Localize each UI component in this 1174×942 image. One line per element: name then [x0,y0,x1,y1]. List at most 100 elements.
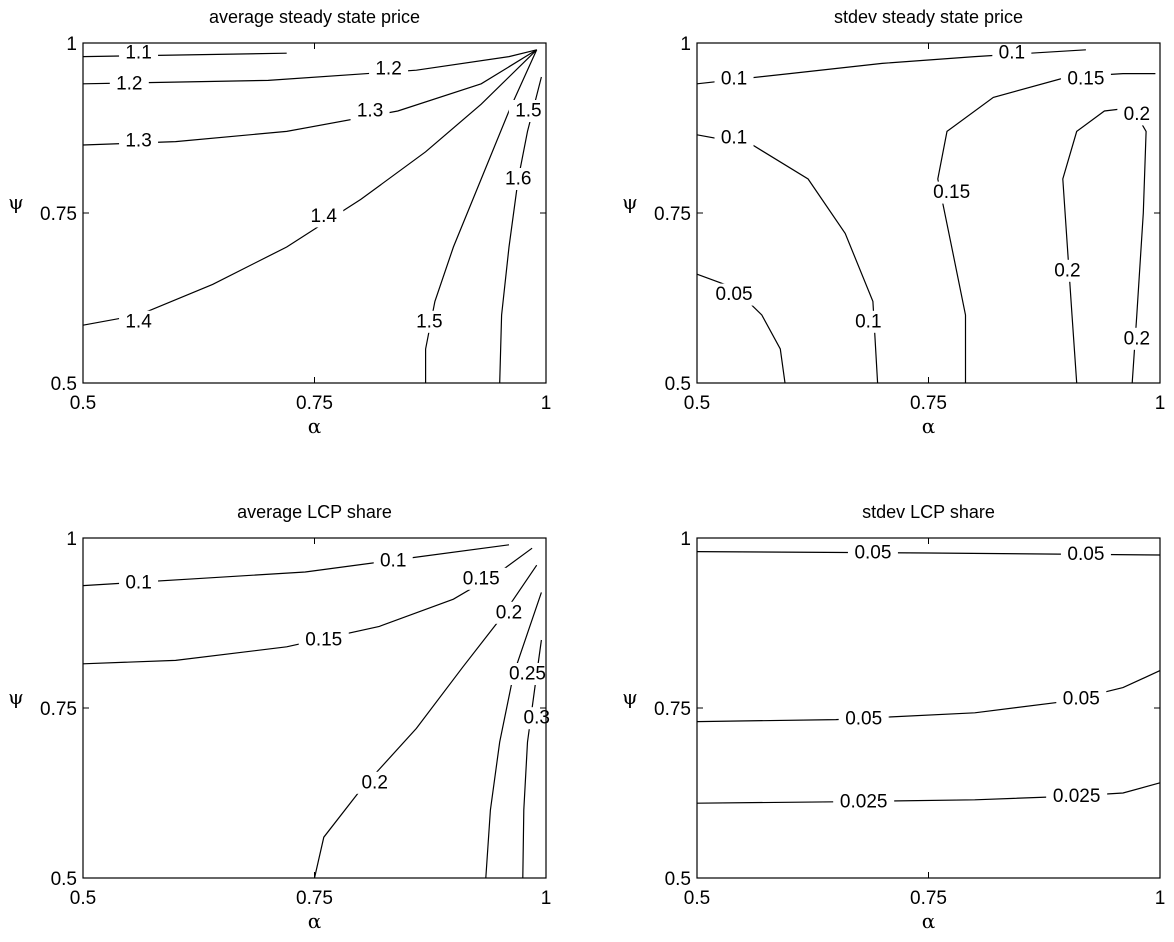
x-axis-label: α [922,414,936,438]
x-tick-label: 1 [541,888,552,909]
y-axis-label: ψ [622,190,638,214]
contour-line-1.2 [82,49,537,85]
contour-label-bg [847,541,898,564]
contour-label: 0.1 [999,43,1025,64]
contour-label-bg [1046,785,1108,808]
y-axis-label: ψ [8,685,24,709]
x-tick-label: 0.5 [684,888,710,909]
contour-line-1.6 [499,76,542,384]
contour-label-bg [926,181,977,204]
y-tick-label: 0.75 [654,204,691,225]
y-axis-label: ψ [622,685,638,709]
contour-label: 0.05 [845,708,882,729]
x-tick-label: 0.5 [70,393,96,414]
contour-labels: 1.1 1.2 1.2 1.3 1.3 1.4 1.4 1.5 1.5 1.6 [109,42,548,333]
contour-label-bg [508,100,548,122]
contour-label-bg [119,571,159,594]
contour-label: 0.2 [1124,104,1150,125]
contour-label: 0.025 [1053,786,1101,807]
contour-line-0.1 [696,134,879,384]
y-tick-label: 1 [680,34,691,55]
contour-label-bg [304,205,344,228]
contour-label-bg [119,42,159,65]
y-tick-label: 0.5 [665,374,691,395]
contour-lines [696,551,1161,804]
x-tick-label: 1 [541,393,552,414]
contour-line-1.4 [82,49,538,326]
contour-label: 0.15 [933,182,970,203]
contour-labels: 0.05 0.05 0.05 0.05 0.025 0.025 [833,541,1111,813]
y-tick-label: 0.5 [51,869,77,890]
contour-label: 1.2 [116,73,142,94]
y-tick-label: 0.5 [51,374,77,395]
contour-label: 0.2 [361,772,387,793]
x-axis-label: α [308,909,322,933]
contour-label-bg [714,127,754,150]
contour-label: 1.2 [375,58,401,79]
contour-lines [82,49,542,384]
chart-title: average LCP share [237,502,392,522]
contour-label: 0.2 [1124,328,1150,349]
contour-label-bg [119,129,159,152]
contour-label: 0.025 [840,791,888,812]
plot-frame [696,42,1161,384]
chart-title: stdev steady state price [834,7,1023,27]
y-tick-label: 1 [66,529,77,550]
contour-label-bg [1056,688,1107,711]
contour-label-bg [456,567,507,590]
contour-label-bg [848,310,888,333]
chart-panel-0: average steady state price1.11.21.21.31.… [8,7,551,438]
contour-line-1.3 [82,49,538,146]
x-tick-label: 0.5 [70,888,96,909]
contour-label: 1.4 [311,206,338,227]
contour-line-0.05 [696,273,786,384]
contour-label-bg [838,707,889,730]
chart-panel-1: stdev steady state price0.10.10.150.150.… [622,7,1165,438]
x-tick-label: 1 [1155,393,1166,414]
contour-label: 0.05 [854,542,891,563]
contour-line-0.05 [696,670,1161,723]
contour-line-0.25 [485,592,542,879]
y-tick-label: 0.5 [665,869,691,890]
x-tick-label: 0.75 [296,393,333,414]
contour-label: 0.05 [1067,544,1104,565]
contour-line-0.3 [522,639,542,879]
contour-labels: 0.1 0.1 0.15 0.15 0.2 0.2 0.25 0.3 [119,550,557,794]
contour-label-bg [355,771,395,794]
contour-label: 1.6 [505,169,531,190]
y-tick-label: 1 [680,529,691,550]
x-axis-label: α [308,414,322,438]
contour-label-bg [709,283,760,306]
contour-label: 1.3 [357,101,383,122]
contour-lines [82,544,542,879]
contour-label-bg [109,72,149,95]
contour-label: 0.05 [1063,689,1100,710]
contour-label: 0.1 [721,128,747,149]
contour-label-bg [1047,259,1087,282]
x-tick-label: 1 [1155,888,1166,909]
contour-label-bg [502,663,553,685]
x-tick-label: 0.75 [910,393,947,414]
x-axis-label: α [922,909,936,933]
y-tick-label: 0.75 [40,699,77,720]
contour-label: 0.1 [855,311,881,332]
y-tick-label: 0.75 [40,204,77,225]
contour-label-bg [992,42,1032,65]
contour-label-bg [119,310,159,333]
x-tick-label: 0.75 [910,888,947,909]
contour-label-bg [373,550,413,573]
contour-label-bg [498,168,538,190]
contour-label: 0.1 [721,69,747,90]
contour-label-bg [1117,327,1157,350]
contour-label: 0.1 [125,572,151,593]
contour-label: 0.2 [496,602,522,623]
contour-label-bg [833,790,895,813]
chart-title: stdev LCP share [862,502,995,522]
contour-label-bg [1060,68,1111,91]
contour-label: 0.3 [524,708,550,729]
contour-label: 0.1 [380,551,406,572]
contour-label: 0.25 [509,664,546,685]
contour-label-bg [714,68,754,91]
contour-label-bg [1117,103,1157,126]
